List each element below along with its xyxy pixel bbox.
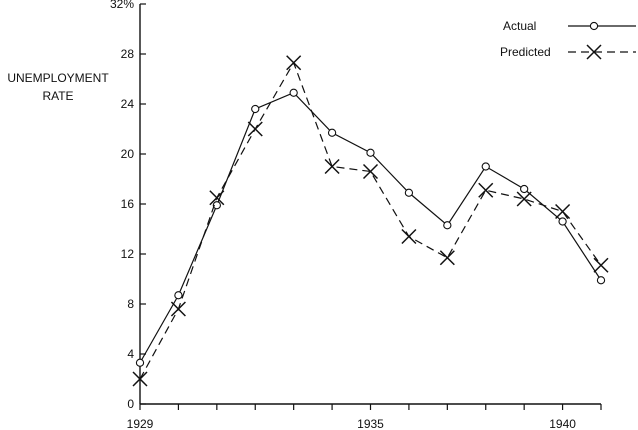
x-marker-stroke [593, 257, 609, 273]
data-point-predicted [170, 301, 186, 317]
series-actual [135, 88, 606, 367]
series-line-predicted [139, 61, 602, 380]
x-marker-stroke [247, 121, 263, 137]
y-axis-label-line-1: UNEMPLOYMENT [7, 71, 109, 85]
y-tick-label: 20 [121, 147, 135, 161]
series-layer [132, 55, 609, 387]
y-ticks: 0 4 8 12 16 20 24 28 32% [110, 0, 146, 411]
x-tick-label: 1940 [549, 417, 576, 430]
legend-label-actual: Actual [503, 19, 536, 33]
x-marker-stroke [362, 163, 379, 180]
x-marker-stroke [324, 158, 340, 175]
data-point-actual [520, 184, 529, 194]
legend: Actual Predicted [500, 19, 636, 60]
y-tick-label: 16 [121, 197, 135, 211]
axes [139, 4, 601, 405]
y-tick-label: 8 [127, 297, 134, 311]
x-marker-stroke [439, 250, 455, 266]
data-point-predicted [286, 55, 302, 71]
data-point-predicted [593, 257, 609, 273]
x-tick-label: 1935 [357, 417, 384, 430]
x-marker-stroke [209, 190, 225, 206]
y-axis-label: UNEMPLOYMENT RATE [7, 71, 109, 103]
data-point-actual [558, 217, 567, 226]
y-axis-label-line-2: RATE [42, 89, 73, 103]
y-tick-label: 0 [127, 397, 134, 411]
y-tick-label: 28 [121, 47, 135, 61]
data-point-predicted [439, 250, 455, 266]
series-predicted [132, 55, 609, 387]
x-marker-stroke [478, 182, 494, 198]
data-point-actual [251, 104, 260, 114]
y-tick-label: 12 [121, 247, 135, 261]
data-point-actual [135, 358, 145, 367]
data-point-predicted [516, 191, 532, 207]
data-point-actual [366, 148, 375, 157]
data-point-actual [327, 128, 337, 137]
data-point-predicted [555, 203, 571, 220]
data-point-actual [481, 162, 490, 171]
data-point-predicted [478, 182, 494, 198]
data-point-actual [404, 188, 414, 197]
data-point-predicted [209, 190, 225, 206]
y-tick-label: 32% [110, 0, 134, 11]
data-point-actual [289, 88, 298, 97]
data-point-actual [443, 221, 452, 230]
data-point-predicted [324, 158, 340, 175]
data-point-predicted [401, 228, 417, 245]
data-point-predicted [362, 163, 379, 180]
data-point-predicted [247, 121, 263, 137]
legend-marker-predicted [586, 44, 602, 60]
x-marker-stroke [555, 203, 571, 220]
x-marker-stroke [516, 191, 532, 207]
data-point-actual [596, 276, 606, 285]
x-marker-stroke [286, 55, 302, 71]
x-tick-label: 1929 [127, 417, 154, 430]
x-marker-stroke [170, 301, 186, 317]
y-tick-label: 24 [121, 97, 135, 111]
data-point-actual [212, 201, 221, 210]
data-point-actual [174, 291, 183, 300]
data-point-predicted [132, 371, 148, 387]
x-ticks: 1929 1935 1940 [127, 404, 602, 430]
x-marker-stroke [132, 371, 148, 387]
legend-label-predicted: Predicted [500, 45, 551, 59]
legend-marker-actual [589, 21, 599, 31]
series-line-actual [139, 92, 602, 364]
y-tick-label: 4 [127, 347, 134, 361]
x-marker-stroke [401, 228, 417, 245]
